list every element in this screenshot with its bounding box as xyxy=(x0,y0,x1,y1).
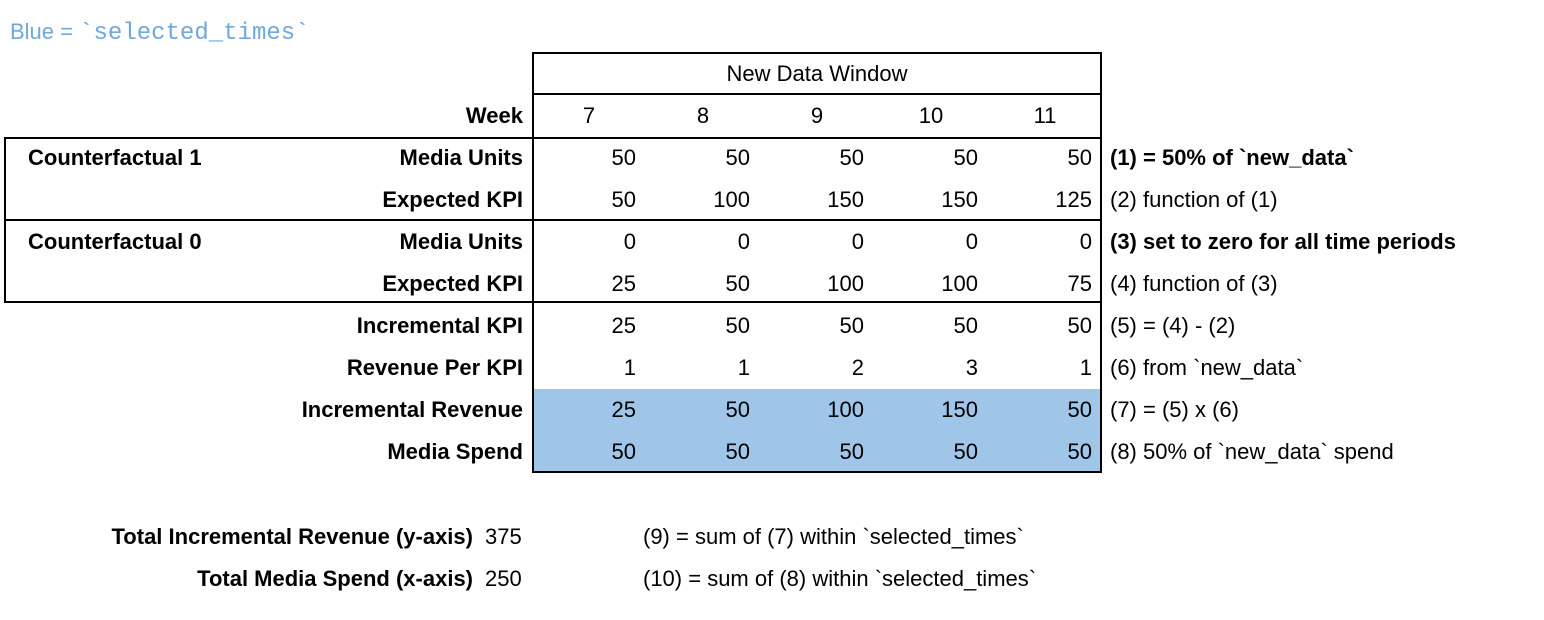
divider-counterfactual-1 xyxy=(532,219,1102,221)
value-cell: 3 xyxy=(965,355,978,380)
total-label: Total Media Spend (x-axis) xyxy=(197,566,473,591)
total-value: 375 xyxy=(485,524,522,549)
value-cell: 0 xyxy=(965,229,978,254)
row-label: Media Units xyxy=(399,145,523,170)
row-label: Revenue Per KPI xyxy=(346,355,523,380)
row-label: Expected KPI xyxy=(382,187,523,212)
week-number: 9 xyxy=(810,103,824,128)
value-cell: 50 xyxy=(953,145,978,170)
value-cell: 50 xyxy=(839,439,864,464)
value-cell: 50 xyxy=(725,397,750,422)
row-label: Incremental Revenue xyxy=(301,397,523,422)
row-label: Expected KPI xyxy=(382,271,523,296)
counterfactual-0-box xyxy=(4,219,534,303)
value-cell: 0 xyxy=(737,229,750,254)
highlight-region xyxy=(534,389,1100,471)
group-label-counterfactual-1: Counterfactual 1 xyxy=(28,145,202,170)
value-cell: 2 xyxy=(851,355,864,380)
table-header-box: New Data Window xyxy=(532,52,1102,95)
row-label: Media Units xyxy=(399,229,523,254)
legend-blue-note: Blue = `selected_times` xyxy=(10,16,310,48)
value-cell: 50 xyxy=(953,313,978,338)
week-number: 8 xyxy=(696,103,710,128)
value-cell: 25 xyxy=(611,397,636,422)
week-row: Week 7 8 9 10 11 xyxy=(0,95,1544,137)
table-row-media-spend: Media Spend 50 50 50 50 50 (8) 50% of `n… xyxy=(0,431,1544,473)
table-header-title: New Data Window xyxy=(726,61,908,86)
total-value: 250 xyxy=(485,566,522,591)
total-annotation: (10) = sum of (8) within `selected_times… xyxy=(643,566,1037,591)
total-annotation: (9) = sum of (7) within `selected_times` xyxy=(643,524,1024,549)
row-annotation: (2) function of (1) xyxy=(1110,187,1278,212)
row-annotation: (3) set to zero for all time periods xyxy=(1110,229,1456,254)
value-cell: 50 xyxy=(1067,397,1092,422)
row-label: Incremental KPI xyxy=(356,313,523,338)
row-annotation: (8) 50% of `new_data` spend xyxy=(1110,439,1394,464)
total-row-incremental-revenue: Total Incremental Revenue (y-axis) 375 (… xyxy=(0,516,1544,558)
value-cell: 50 xyxy=(725,271,750,296)
legend-label: Blue = xyxy=(10,19,80,44)
week-number: 10 xyxy=(918,103,944,128)
table-row-expected-kpi-cf1: Expected KPI 50 100 150 150 125 (2) func… xyxy=(0,179,1544,221)
value-cell: 50 xyxy=(839,313,864,338)
row-annotation: (1) = 50% of `new_data` xyxy=(1110,145,1354,170)
total-row-media-spend: Total Media Spend (x-axis) 250 (10) = su… xyxy=(0,558,1544,600)
week-row-frame xyxy=(532,95,1102,137)
value-cell: 50 xyxy=(1067,145,1092,170)
value-cell: 50 xyxy=(1067,439,1092,464)
data-grid-box xyxy=(532,137,1102,473)
group-label-counterfactual-0: Counterfactual 0 xyxy=(28,229,202,254)
value-cell: 100 xyxy=(713,187,750,212)
table-row-expected-kpi-cf0: Expected KPI 25 50 100 100 75 (4) functi… xyxy=(0,263,1544,305)
week-number: 7 xyxy=(582,103,596,128)
value-cell: 1 xyxy=(1079,355,1092,380)
value-cell: 50 xyxy=(611,439,636,464)
value-cell: 50 xyxy=(725,313,750,338)
value-cell: 125 xyxy=(1055,187,1092,212)
value-cell: 50 xyxy=(611,187,636,212)
row-annotation: (7) = (5) x (6) xyxy=(1110,397,1239,422)
value-cell: 0 xyxy=(1079,229,1092,254)
value-cell: 100 xyxy=(941,271,978,296)
value-cell: 0 xyxy=(623,229,636,254)
value-cell: 50 xyxy=(953,439,978,464)
value-cell: 25 xyxy=(611,271,636,296)
value-cell: 1 xyxy=(623,355,636,380)
value-cell: 150 xyxy=(941,397,978,422)
week-row-label: Week xyxy=(465,103,523,128)
value-cell: 150 xyxy=(827,187,864,212)
table-row-incremental-revenue: Incremental Revenue 25 50 100 150 50 (7)… xyxy=(0,389,1544,431)
value-cell: 25 xyxy=(611,313,636,338)
row-annotation: (5) = (4) - (2) xyxy=(1110,313,1236,338)
value-cell: 50 xyxy=(611,145,636,170)
week-number: 11 xyxy=(1033,103,1057,128)
value-cell: 75 xyxy=(1067,271,1092,296)
table-row-media-units-cf1: Counterfactual 1 Media Units 50 50 50 50… xyxy=(0,137,1544,179)
row-annotation: (6) from `new_data` xyxy=(1110,355,1304,380)
value-cell: 50 xyxy=(1067,313,1092,338)
value-cell: 50 xyxy=(839,145,864,170)
value-cell: 150 xyxy=(941,187,978,212)
divider-counterfactual-0 xyxy=(532,301,1102,303)
value-cell: 1 xyxy=(737,355,750,380)
value-cell: 50 xyxy=(725,439,750,464)
table-row-media-units-cf0: Counterfactual 0 Media Units 0 0 0 0 0 (… xyxy=(0,221,1544,263)
row-label: Media Spend xyxy=(387,439,523,464)
legend-code: `selected_times` xyxy=(79,20,310,47)
row-annotation: (4) function of (3) xyxy=(1110,271,1278,296)
value-cell: 0 xyxy=(851,229,864,254)
total-label: Total Incremental Revenue (y-axis) xyxy=(111,524,474,549)
value-cell: 100 xyxy=(827,397,864,422)
table-row-revenue-per-kpi: Revenue Per KPI 1 1 2 3 1 (6) from `new_… xyxy=(0,347,1544,389)
value-cell: 50 xyxy=(725,145,750,170)
table-row-incremental-kpi: Incremental KPI 25 50 50 50 50 (5) = (4)… xyxy=(0,305,1544,347)
value-cell: 100 xyxy=(827,271,864,296)
